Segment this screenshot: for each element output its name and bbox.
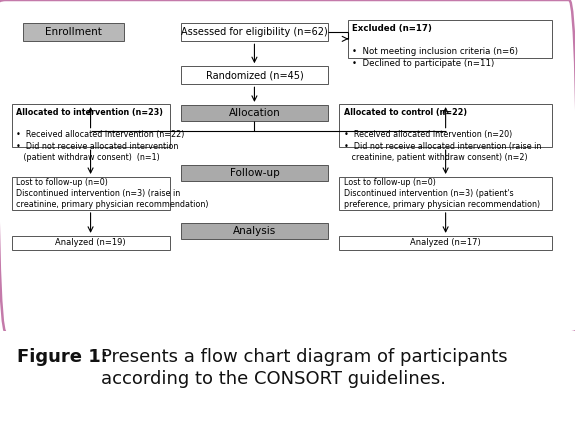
- FancyBboxPatch shape: [181, 165, 328, 181]
- Text: Lost to follow-up (n=0)
Discontinued intervention (n=3) (patient's
preference, p: Lost to follow-up (n=0) Discontinued int…: [344, 178, 540, 209]
- FancyBboxPatch shape: [12, 104, 170, 147]
- Text: Randomized (n=45): Randomized (n=45): [206, 70, 304, 80]
- FancyBboxPatch shape: [339, 236, 552, 250]
- FancyBboxPatch shape: [339, 177, 552, 210]
- Text: •  Not meeting inclusion criteria (n=6)
•  Declined to participate (n=11): • Not meeting inclusion criteria (n=6) •…: [352, 47, 519, 68]
- Text: Allocated to intervention (n=23): Allocated to intervention (n=23): [16, 108, 163, 117]
- FancyBboxPatch shape: [23, 23, 124, 42]
- FancyBboxPatch shape: [12, 177, 170, 210]
- Text: Analyzed (n=19): Analyzed (n=19): [55, 238, 126, 247]
- Text: Analysis: Analysis: [233, 226, 276, 236]
- Text: Allocation: Allocation: [229, 108, 281, 118]
- Text: Analyzed (n=17): Analyzed (n=17): [410, 238, 481, 247]
- FancyBboxPatch shape: [181, 23, 328, 42]
- Text: •  Received allocated intervention (n=22)
•  Did not receive allocated intervent: • Received allocated intervention (n=22)…: [16, 130, 185, 162]
- FancyBboxPatch shape: [181, 223, 328, 239]
- Text: Enrollment: Enrollment: [45, 27, 102, 37]
- FancyBboxPatch shape: [339, 104, 552, 147]
- Text: Figure 1:: Figure 1:: [17, 348, 114, 365]
- FancyBboxPatch shape: [181, 66, 328, 84]
- Text: Allocated to control (n=22): Allocated to control (n=22): [344, 108, 467, 117]
- Text: Follow-up: Follow-up: [229, 168, 279, 179]
- Text: Presents a flow chart diagram of participants
according to the CONSORT guideline: Presents a flow chart diagram of partici…: [101, 348, 507, 388]
- Text: •  Received allocated intervention (n=20)
•  Did not receive allocated intervent: • Received allocated intervention (n=20)…: [344, 130, 541, 162]
- FancyBboxPatch shape: [12, 236, 170, 250]
- Text: Excluded (n=17): Excluded (n=17): [352, 24, 432, 33]
- FancyBboxPatch shape: [181, 105, 328, 121]
- FancyBboxPatch shape: [348, 20, 552, 58]
- Text: Assessed for eligibility (n=62): Assessed for eligibility (n=62): [181, 27, 328, 37]
- Text: Lost to follow-up (n=0)
Discontinued intervention (n=3) (raise in
creatinine, pr: Lost to follow-up (n=0) Discontinued int…: [16, 178, 209, 209]
